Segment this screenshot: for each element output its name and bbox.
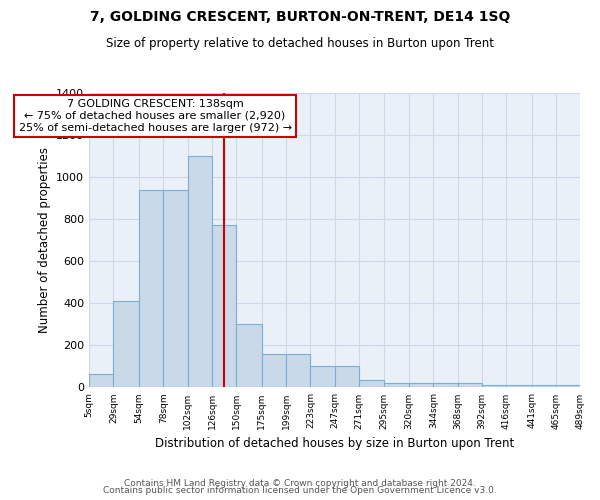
Bar [310,366,335,388]
Bar [556,386,580,388]
Bar [335,366,359,388]
Y-axis label: Number of detached properties: Number of detached properties [38,147,50,333]
Bar [163,190,188,388]
Bar [139,190,163,388]
Text: Contains HM Land Registry data © Crown copyright and database right 2024.: Contains HM Land Registry data © Crown c… [124,478,476,488]
Bar [89,374,113,388]
Bar [409,383,433,388]
Bar [113,301,139,388]
X-axis label: Distribution of detached houses by size in Burton upon Trent: Distribution of detached houses by size … [155,437,514,450]
Bar [383,383,409,388]
Bar [458,383,482,388]
Bar [286,354,310,388]
Text: 7 GOLDING CRESCENT: 138sqm
← 75% of detached houses are smaller (2,920)
25% of s: 7 GOLDING CRESCENT: 138sqm ← 75% of deta… [19,100,292,132]
Bar [506,386,532,388]
Bar [532,386,556,388]
Bar [188,156,212,388]
Bar [433,383,458,388]
Bar [359,380,383,388]
Text: Size of property relative to detached houses in Burton upon Trent: Size of property relative to detached ho… [106,38,494,51]
Bar [236,324,262,388]
Bar [482,386,506,388]
Bar [262,354,286,388]
Bar [212,226,236,388]
Text: Contains public sector information licensed under the Open Government Licence v3: Contains public sector information licen… [103,486,497,495]
Text: 7, GOLDING CRESCENT, BURTON-ON-TRENT, DE14 1SQ: 7, GOLDING CRESCENT, BURTON-ON-TRENT, DE… [90,10,510,24]
